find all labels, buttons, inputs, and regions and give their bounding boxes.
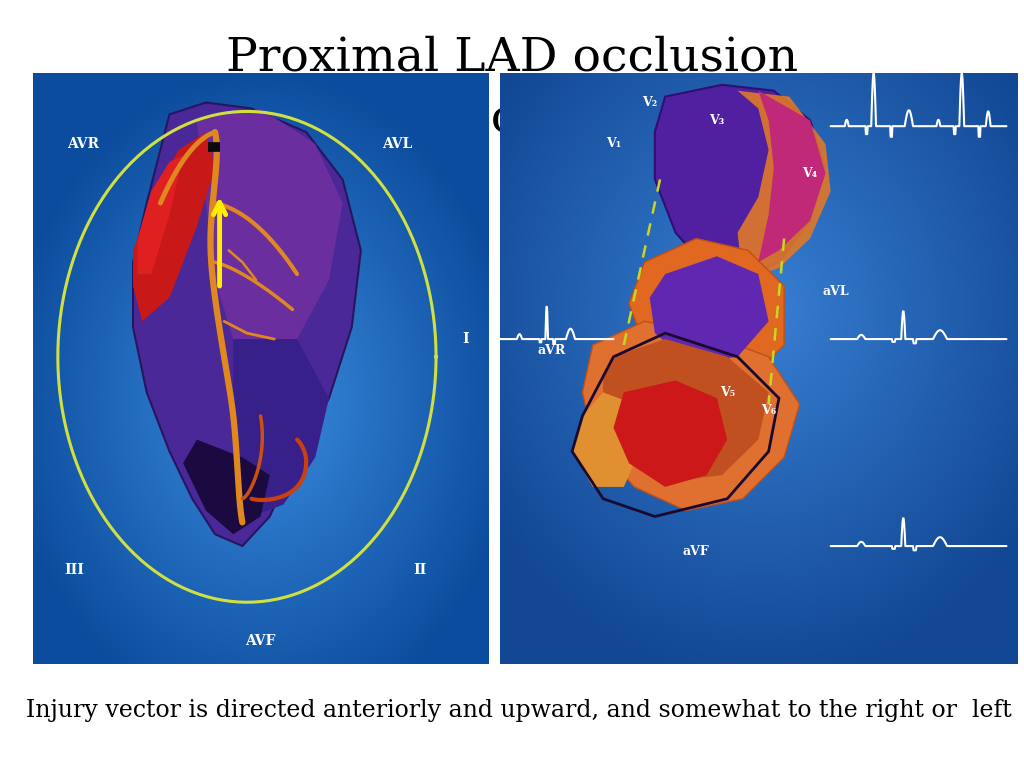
Text: Injury vector is directed anteriorly and upward, and somewhat to the right or  l: Injury vector is directed anteriorly and… [26,699,1012,722]
Polygon shape [183,439,269,535]
Polygon shape [137,156,183,274]
Text: II: II [414,563,427,577]
Polygon shape [758,91,825,262]
Text: Proximal LAD occlusion: Proximal LAD occlusion [226,35,798,80]
Polygon shape [655,84,825,280]
Polygon shape [629,239,784,386]
Polygon shape [133,132,215,321]
Polygon shape [603,339,769,481]
Text: aVF: aVF [683,545,710,558]
Text: V₆: V₆ [761,403,776,416]
Polygon shape [197,108,343,369]
Text: (Dominance of  Basal area): (Dominance of Basal area) [186,97,838,141]
Text: V₅: V₅ [720,386,735,399]
Polygon shape [133,103,360,546]
Polygon shape [583,321,800,511]
Text: AVF: AVF [246,634,275,647]
Text: I: I [463,332,469,346]
Text: V₃: V₃ [710,114,725,127]
Text: aVR: aVR [538,344,565,357]
Polygon shape [737,91,830,280]
Polygon shape [233,339,329,517]
Polygon shape [649,257,769,362]
Text: aVL: aVL [822,285,849,298]
Text: V₂: V₂ [642,96,657,109]
Text: AVR: AVR [67,137,99,151]
Text: AVL: AVL [382,137,413,151]
Text: V₁: V₁ [606,137,622,151]
Text: III: III [63,563,84,577]
Text: V₄: V₄ [803,167,817,180]
Polygon shape [572,392,644,487]
Polygon shape [613,380,727,487]
